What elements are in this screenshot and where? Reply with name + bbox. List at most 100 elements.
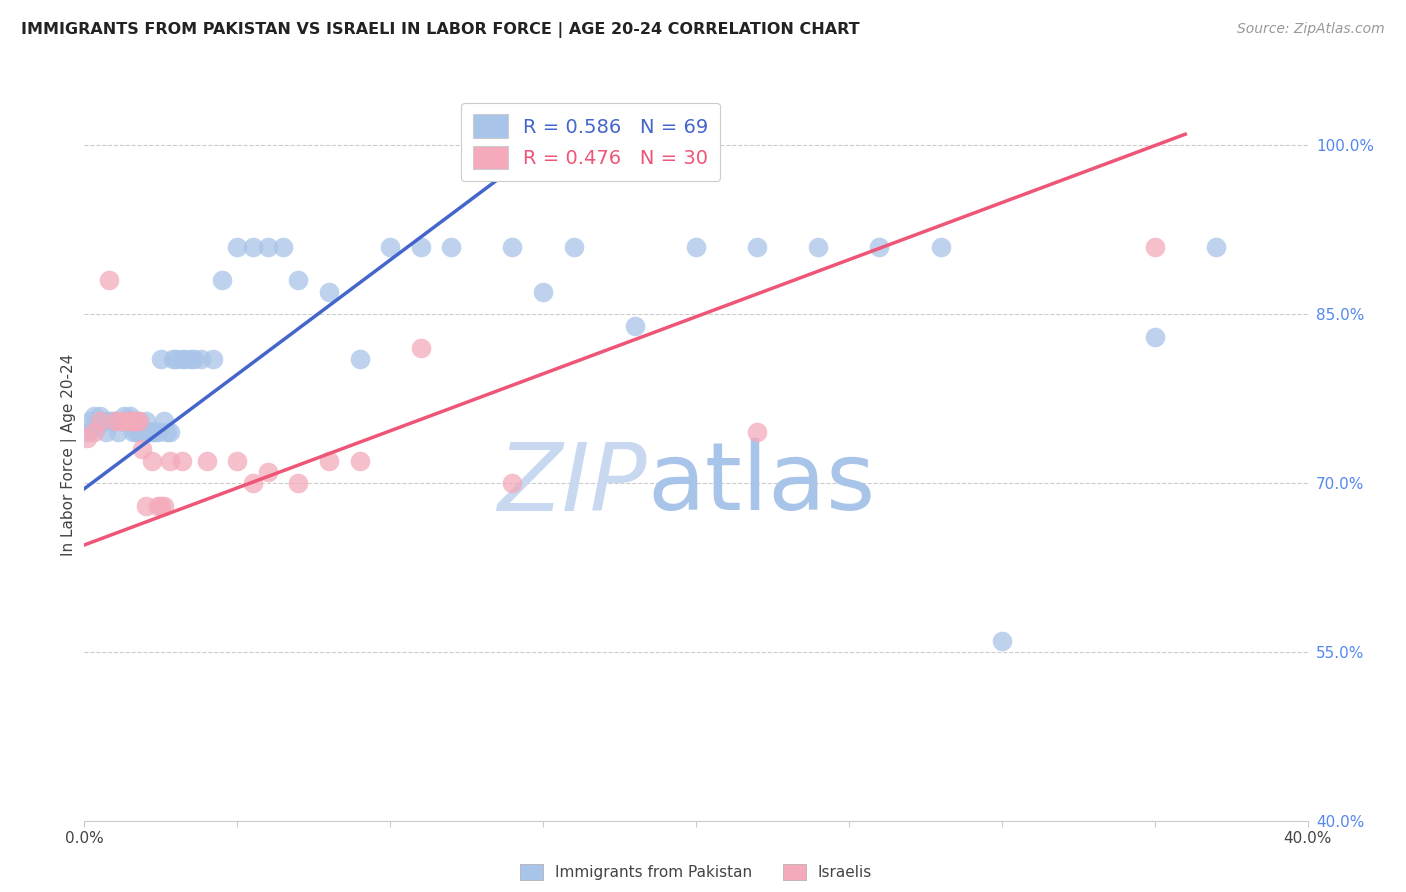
Point (271, 240, 294, 254)
Point (143, 425, 166, 440)
Point (131, 425, 153, 440)
Point (318, 285, 340, 299)
Text: atlas: atlas (647, 438, 876, 530)
Point (76, 425, 98, 440)
Point (110, 414, 132, 428)
Text: ZIP: ZIP (498, 439, 647, 530)
Point (128, 414, 150, 428)
Point (104, 414, 127, 428)
Point (624, 318, 647, 333)
Point (226, 453, 249, 467)
Point (97, 414, 120, 428)
Point (380, 240, 402, 254)
Point (104, 414, 127, 428)
Point (1143, 240, 1166, 254)
Point (79, 414, 101, 428)
Point (409, 240, 432, 254)
Point (110, 414, 132, 428)
Point (135, 414, 157, 428)
Point (110, 414, 132, 428)
Text: IMMIGRANTS FROM PAKISTAN VS ISRAELI IN LABOR FORCE | AGE 20-24 CORRELATION CHART: IMMIGRANTS FROM PAKISTAN VS ISRAELI IN L… (21, 22, 859, 38)
Point (807, 240, 830, 254)
Point (226, 240, 249, 254)
Point (1205, 240, 1227, 254)
Point (257, 465, 280, 479)
Point (128, 425, 150, 440)
Point (242, 476, 264, 491)
Point (125, 414, 148, 428)
Point (991, 633, 1014, 648)
Point (201, 352, 224, 367)
Point (562, 240, 585, 254)
Point (122, 425, 145, 440)
Point (146, 425, 169, 440)
Point (1143, 330, 1166, 344)
Point (125, 414, 148, 428)
Point (122, 414, 145, 428)
Point (120, 409, 142, 423)
Point (107, 425, 129, 440)
Point (141, 425, 163, 440)
Point (165, 352, 187, 367)
Point (172, 352, 194, 367)
Point (135, 499, 157, 513)
Point (135, 425, 157, 440)
Point (349, 352, 371, 367)
Point (131, 442, 153, 457)
Point (156, 425, 179, 440)
Point (869, 240, 891, 254)
Point (242, 240, 264, 254)
Text: Source: ZipAtlas.com: Source: ZipAtlas.com (1237, 22, 1385, 37)
Point (138, 425, 160, 440)
Point (153, 499, 176, 513)
Point (257, 240, 280, 254)
Point (685, 240, 707, 254)
Point (141, 453, 163, 467)
Point (122, 414, 145, 428)
Point (409, 341, 432, 355)
Point (97, 273, 120, 287)
Point (120, 414, 142, 428)
Point (195, 453, 218, 467)
Point (183, 352, 205, 367)
Point (172, 453, 194, 467)
Point (89, 409, 111, 423)
Point (112, 414, 135, 428)
Point (162, 352, 184, 367)
Point (128, 414, 150, 428)
Point (89, 414, 111, 428)
Point (149, 352, 172, 367)
Point (125, 425, 148, 440)
Point (747, 240, 769, 254)
Point (104, 414, 127, 428)
Point (91, 414, 114, 428)
Point (159, 425, 181, 440)
Point (180, 352, 202, 367)
Point (153, 414, 176, 428)
Point (531, 285, 554, 299)
Point (115, 414, 138, 428)
Point (115, 414, 138, 428)
Point (112, 409, 135, 423)
Point (502, 240, 524, 254)
Point (86, 419, 108, 434)
Point (747, 425, 769, 440)
Point (159, 453, 181, 467)
Point (101, 414, 124, 428)
Point (120, 414, 142, 428)
Point (83, 425, 105, 440)
Point (440, 240, 463, 254)
Point (94, 425, 117, 440)
Point (120, 414, 142, 428)
Point (83, 409, 105, 423)
Point (318, 453, 340, 467)
Point (349, 453, 371, 467)
Point (115, 414, 138, 428)
Point (287, 273, 309, 287)
Point (174, 352, 197, 367)
Point (929, 240, 952, 254)
Point (146, 499, 169, 513)
Point (149, 499, 172, 513)
Point (190, 352, 212, 367)
Point (76, 431, 98, 445)
